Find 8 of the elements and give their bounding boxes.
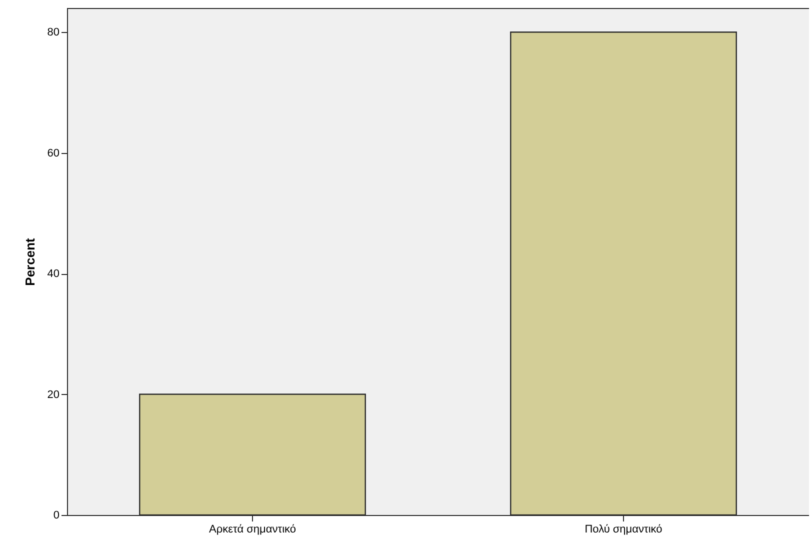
y-axis-title: Percent [22, 237, 38, 286]
x-tick-label: Πολύ σημαντικό [584, 524, 662, 536]
y-tick-label: 20 [47, 388, 60, 401]
y-tick-label: 60 [47, 147, 60, 160]
y-tick-label: 80 [47, 26, 60, 39]
y-tick-label: 40 [47, 268, 60, 280]
x-tick-label: Αρκετά σημαντικό [209, 524, 296, 536]
y-tick-label: 0 [53, 510, 60, 522]
